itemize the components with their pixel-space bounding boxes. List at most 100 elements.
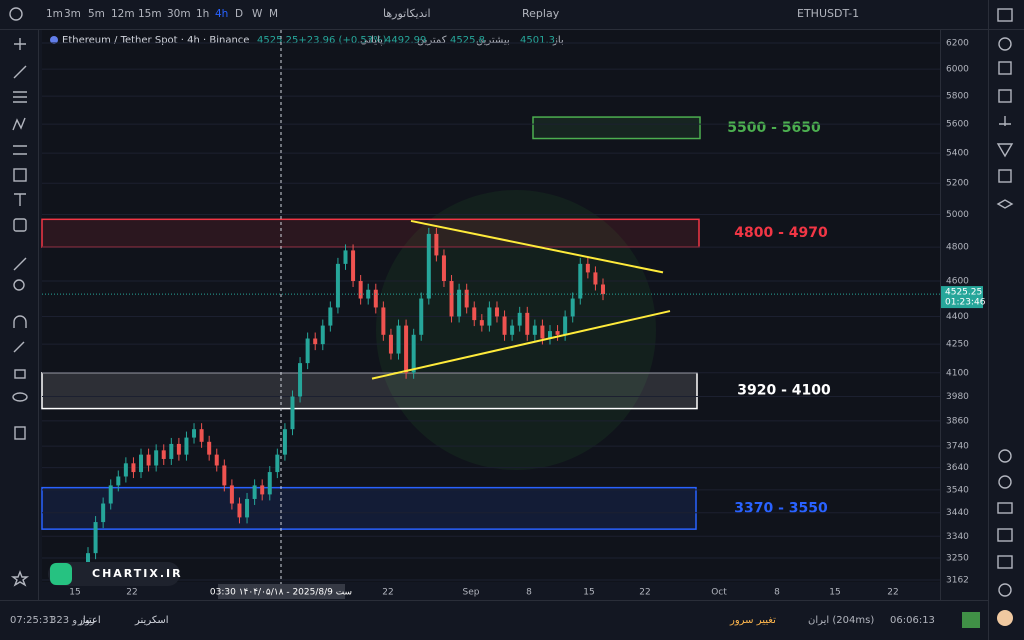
add-icon[interactable] <box>9 7 23 21</box>
shape-tool[interactable] <box>13 168 27 182</box>
zone <box>41 372 698 410</box>
right-toolbar <box>996 8 1014 626</box>
candle <box>245 498 250 518</box>
zone <box>41 218 700 248</box>
y-tick-label: 5400 <box>946 149 969 159</box>
interval-button[interactable]: W <box>252 8 263 20</box>
delete-tool[interactable] <box>14 426 26 440</box>
interval-button[interactable]: 12m <box>111 8 135 20</box>
interval-button[interactable]: 5m <box>88 8 105 20</box>
candle <box>222 465 227 486</box>
y-tick-label: 6000 <box>946 65 969 75</box>
candle <box>479 320 484 326</box>
y-tick-label: 5800 <box>946 92 969 102</box>
avatar[interactable] <box>997 610 1013 626</box>
lock-tool[interactable] <box>14 369 26 379</box>
text-tool[interactable] <box>14 193 26 206</box>
time: 06:06:13 <box>890 615 935 626</box>
magnet-tool[interactable] <box>13 315 27 328</box>
profile[interactable] <box>997 555 1013 569</box>
legend-low: 4525.8 <box>450 35 485 46</box>
card[interactable] <box>997 502 1013 514</box>
candle <box>494 307 499 317</box>
candle <box>101 503 106 523</box>
y-tick-label: 4600 <box>946 277 969 287</box>
y-tick-label: 4250 <box>946 340 969 350</box>
credit-label: اعتبار <box>77 615 101 626</box>
download[interactable] <box>999 116 1011 126</box>
candle <box>457 289 462 317</box>
watermark-icon <box>50 563 72 585</box>
interval-button[interactable]: M <box>269 8 278 20</box>
chart: 5500 - 5650 4800 - 4970 3920 - 4100 3370 - … <box>41 30 986 599</box>
divider <box>0 29 1024 30</box>
share[interactable] <box>998 475 1012 489</box>
x-tick-label: Oct <box>711 588 727 598</box>
interval-button[interactable]: 15m <box>138 8 162 20</box>
interval-button[interactable]: 1m <box>46 8 63 20</box>
interval-button[interactable]: 4h <box>215 8 228 20</box>
candle <box>169 443 174 459</box>
support[interactable] <box>998 449 1012 463</box>
candle <box>426 233 431 299</box>
candle <box>419 298 424 335</box>
candle <box>116 476 121 486</box>
alert[interactable] <box>998 89 1012 103</box>
y-tick-label: 3980 <box>946 392 969 402</box>
power[interactable] <box>998 583 1012 597</box>
candle <box>328 307 333 326</box>
candle <box>229 485 234 504</box>
candle <box>404 325 409 373</box>
hide-tool[interactable] <box>12 392 28 402</box>
watchlist[interactable] <box>997 8 1013 22</box>
ruler-tool[interactable] <box>13 257 27 271</box>
line-tool[interactable] <box>13 65 27 79</box>
candle <box>396 325 401 354</box>
candle <box>343 250 348 264</box>
y-tick-label: 4100 <box>946 368 969 378</box>
candle <box>570 298 575 317</box>
projection-tool[interactable] <box>13 145 27 155</box>
y-tick-label: 3440 <box>946 508 969 518</box>
replay-button[interactable]: Replay <box>522 7 560 20</box>
zoom-tool[interactable] <box>13 279 25 291</box>
candle <box>108 485 113 504</box>
fib-tool[interactable] <box>13 91 27 103</box>
x-tick-label: 15 <box>69 588 80 598</box>
calendar[interactable] <box>998 169 1012 183</box>
cursor-tool[interactable] <box>14 38 26 50</box>
pattern-tool[interactable] <box>12 117 26 131</box>
indicators-button[interactable]: اندیکاتورها <box>383 7 431 20</box>
send[interactable] <box>996 143 1014 158</box>
stay-draw-tool[interactable] <box>13 341 25 353</box>
interval-button[interactable]: 1h <box>196 8 209 20</box>
dollar[interactable] <box>998 61 1012 75</box>
candle <box>192 429 197 438</box>
x-tick-label: 15 <box>583 588 594 598</box>
watermark: CHARTIX.IR <box>92 567 183 580</box>
layers[interactable] <box>996 199 1014 209</box>
candle <box>532 325 537 335</box>
candle <box>313 338 318 345</box>
interval-button[interactable]: 30m <box>167 8 191 20</box>
y-tick-label: 6200 <box>946 38 969 48</box>
candle <box>563 316 568 335</box>
candle <box>351 250 356 282</box>
change-server[interactable]: تغییر سرور <box>729 615 776 626</box>
icon-tool[interactable] <box>13 218 27 232</box>
x-tick-label: 22 <box>382 588 393 598</box>
candle <box>305 338 310 364</box>
interval-button[interactable]: D <box>235 8 243 20</box>
gift[interactable] <box>997 528 1013 542</box>
last-price-label: 4525.25 <box>945 288 982 298</box>
candle <box>199 429 204 442</box>
screener[interactable]: اسکرینر <box>134 615 169 626</box>
favorites[interactable] <box>10 570 30 587</box>
candle <box>260 485 265 495</box>
y-tick-label: 3740 <box>946 442 969 452</box>
candle <box>472 307 477 321</box>
symbol-button[interactable]: ETHUSDT-1 <box>797 7 859 20</box>
search[interactable] <box>998 37 1012 51</box>
interval-button[interactable]: 3m <box>64 8 81 20</box>
